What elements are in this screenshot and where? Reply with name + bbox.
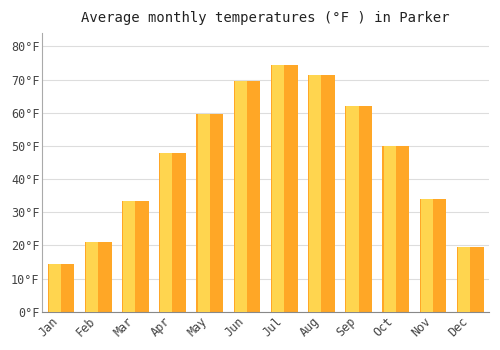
Bar bbox=[458, 247, 470, 312]
Bar bbox=[382, 146, 409, 312]
Bar bbox=[160, 153, 172, 312]
Bar bbox=[384, 146, 396, 312]
Bar bbox=[159, 153, 186, 312]
Bar bbox=[271, 65, 297, 312]
Bar bbox=[420, 199, 446, 312]
Bar bbox=[234, 81, 260, 312]
Bar bbox=[235, 81, 247, 312]
Bar bbox=[123, 201, 136, 312]
Bar bbox=[308, 75, 335, 312]
Title: Average monthly temperatures (°F ) in Parker: Average monthly temperatures (°F ) in Pa… bbox=[82, 11, 450, 25]
Bar bbox=[457, 247, 483, 312]
Bar bbox=[272, 65, 284, 312]
Bar bbox=[86, 242, 98, 312]
Bar bbox=[346, 106, 372, 312]
Bar bbox=[198, 114, 209, 312]
Bar bbox=[48, 264, 74, 312]
Bar bbox=[421, 199, 433, 312]
Bar bbox=[346, 106, 358, 312]
Bar bbox=[122, 201, 149, 312]
Bar bbox=[49, 264, 61, 312]
Bar bbox=[310, 75, 322, 312]
Bar bbox=[196, 114, 223, 312]
Bar bbox=[85, 242, 112, 312]
